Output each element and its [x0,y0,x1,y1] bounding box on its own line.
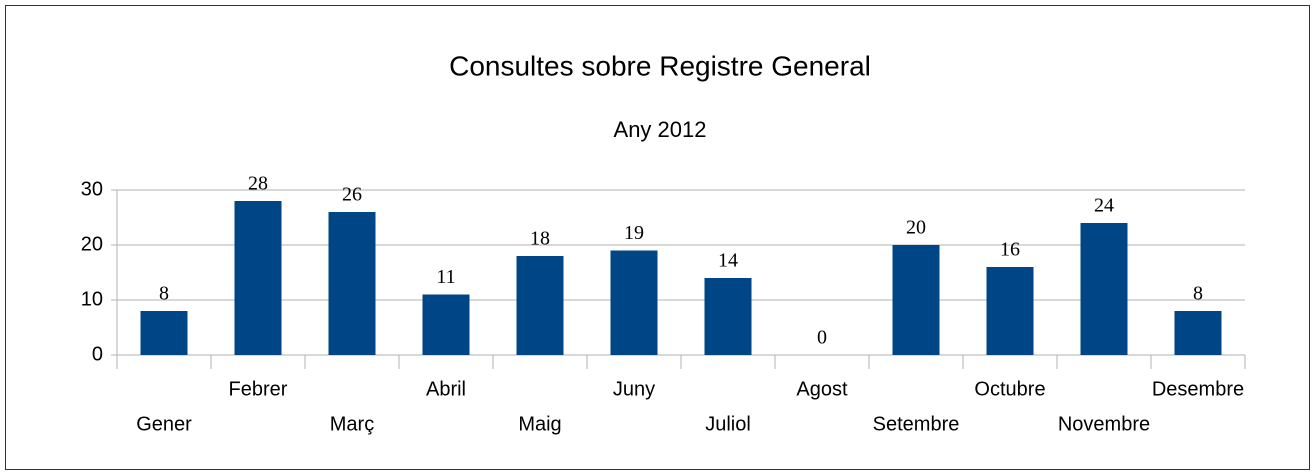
bar [704,278,752,355]
x-tick-label: Març [330,413,374,435]
chart-subtitle: Any 2012 [614,117,707,142]
bar [1174,311,1222,355]
value-label: 28 [248,173,268,195]
x-tick-label: Octubre [974,378,1045,400]
bar [1080,223,1128,355]
x-tick-label: Setembre [873,413,960,435]
value-label: 16 [1000,239,1020,261]
value-label: 8 [159,283,169,305]
x-tick-label: Agost [796,378,848,400]
bar [234,201,282,355]
x-tick-label: Juliol [705,413,751,435]
x-tick-label: Juny [613,378,655,400]
y-tick-label: 30 [81,178,103,200]
x-tick-label: Desembre [1152,378,1244,400]
value-label: 8 [1193,283,1203,305]
bar [422,294,470,355]
value-label: 11 [436,266,455,288]
value-label: 14 [718,250,738,272]
value-label: 24 [1094,195,1114,217]
x-tick-label: Febrer [229,378,288,400]
bar [516,256,564,355]
bar [986,267,1034,355]
x-tick-label: Novembre [1058,413,1150,435]
value-label: 18 [530,228,550,250]
y-tick-label: 10 [81,288,103,310]
y-tick-label: 20 [81,233,103,255]
bar [140,311,188,355]
value-label: 20 [906,217,926,239]
bar [610,250,658,355]
chart-title: Consultes sobre Registre General [449,50,871,81]
x-tick-label: Maig [518,413,561,435]
y-tick-label: 0 [92,343,103,365]
bar [892,245,940,355]
value-label: 19 [624,222,644,244]
value-label: 26 [342,184,362,206]
x-tick-label: Abril [426,378,466,400]
x-tick-label: Gener [136,413,192,435]
value-label: 0 [817,327,827,349]
bar [328,212,376,355]
